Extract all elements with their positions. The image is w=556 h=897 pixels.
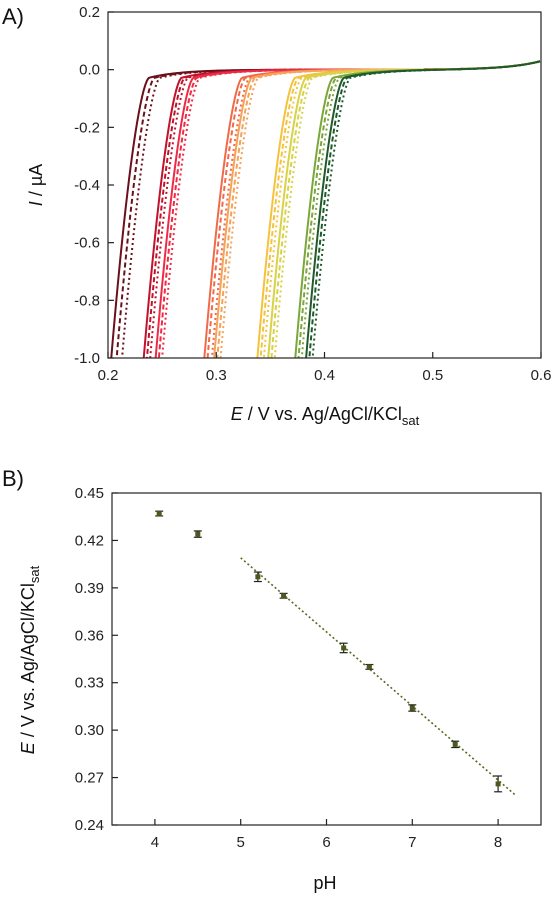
panel-a-y-tick-label: -0.8 — [74, 292, 100, 309]
panel-b-marker — [495, 781, 501, 787]
panel-b-data-point — [494, 775, 503, 793]
panel-b: B) 4 5 6 7 8 0.24 0.27 0.30 0.33 0.36 0.39 0.42 0.4… — [2, 466, 542, 893]
panel-a-plot-area — [110, 60, 541, 358]
panel-b-marker — [255, 574, 261, 580]
panel-b-frame — [111, 492, 542, 826]
panel-a-x-tick-label: 0.6 — [531, 367, 552, 384]
panel-b-x-tick-label: 4 — [151, 834, 159, 851]
panel-b-y-tick-label: 0.24 — [75, 817, 104, 834]
panel-b-fit-line — [240, 557, 516, 796]
panel-b-y-tick-label: 0.33 — [75, 675, 104, 692]
panel-b-y-ticks: 0.24 0.27 0.30 0.33 0.36 0.39 0.42 0.45 — [75, 485, 118, 834]
panel-a-y-tick-label: 0.0 — [79, 62, 100, 79]
panel-a-y-tick-label: -0.4 — [74, 177, 100, 194]
panel-b-data-point — [155, 510, 164, 517]
panel-b-data-point — [339, 642, 348, 654]
panel-b-linear-fit — [240, 557, 516, 796]
panel-b-marker — [156, 511, 162, 517]
panel-b-x-tick-label: 6 — [322, 834, 330, 851]
panel-b-data-point — [193, 530, 202, 538]
panel-b-marker — [281, 593, 287, 599]
panel-b-marker — [195, 531, 201, 537]
panel-a: A) 0.2 0.3 0.4 0.5 0.6 -1.0 -0.8 -0.6 -0.4 -0.2 0… — [2, 4, 551, 428]
panel-a-x-tick-label: 0.3 — [206, 367, 227, 384]
panel-b-data-point — [253, 571, 262, 583]
panel-a-curves — [110, 60, 541, 358]
panel-a-x-tick-label: 0.5 — [422, 367, 443, 384]
panel-a-x-axis-label: E / V vs. Ag/AgCl/KClsat — [231, 404, 420, 428]
panel-b-x-axis-label: pH — [313, 873, 336, 893]
panel-a-x-ticks: 0.2 0.3 0.4 0.5 0.6 — [98, 352, 552, 384]
panel-b-data-point — [365, 663, 374, 670]
panel-a-series-3-trace-3 — [161, 60, 541, 358]
panel-b-label: B) — [2, 466, 24, 491]
panel-b-y-tick-label: 0.30 — [75, 722, 104, 739]
panel-b-data-point — [451, 740, 460, 749]
panel-a-x-tick-label: 0.2 — [98, 367, 119, 384]
panel-a-y-tick-label: -0.6 — [74, 235, 100, 252]
panel-b-marker — [366, 664, 372, 670]
panel-a-y-tick-label: -1.0 — [74, 350, 100, 367]
panel-a-series-1-trace-3 — [121, 60, 541, 358]
panel-a-y-tick-label: 0.2 — [79, 4, 100, 21]
panel-b-x-tick-label: 7 — [408, 834, 416, 851]
panel-a-y-ticks: -1.0 -0.8 -0.6 -0.4 -0.2 0.0 0.2 — [74, 4, 114, 367]
panel-b-y-tick-label: 0.39 — [75, 580, 104, 597]
panel-b-y-tick-label: 0.36 — [75, 627, 104, 644]
panel-b-y-tick-label: 0.27 — [75, 770, 104, 787]
panel-b-data-point — [279, 592, 288, 599]
panel-b-x-tick-label: 5 — [237, 834, 245, 851]
panel-b-x-ticks: 4 5 6 7 8 — [151, 819, 502, 851]
panel-b-points — [155, 510, 503, 793]
panel-a-series-9-trace-2 — [308, 60, 541, 358]
panel-b-data-point — [408, 704, 417, 712]
panel-a-y-tick-label: -0.2 — [74, 119, 100, 136]
panel-b-marker — [341, 645, 347, 651]
panel-b-y-axis-label: E / V vs. Ag/AgCl/KClsat — [18, 565, 42, 754]
panel-a-x-tick-label: 0.4 — [314, 367, 335, 384]
panel-a-label: A) — [2, 4, 24, 29]
panel-a-y-axis-label: I / µA — [26, 164, 46, 206]
panel-b-x-tick-label: 8 — [494, 834, 502, 851]
panel-b-marker — [452, 741, 458, 747]
panel-b-y-tick-label: 0.42 — [75, 532, 104, 549]
panel-b-y-tick-label: 0.45 — [75, 485, 104, 502]
panel-b-marker — [409, 705, 415, 711]
